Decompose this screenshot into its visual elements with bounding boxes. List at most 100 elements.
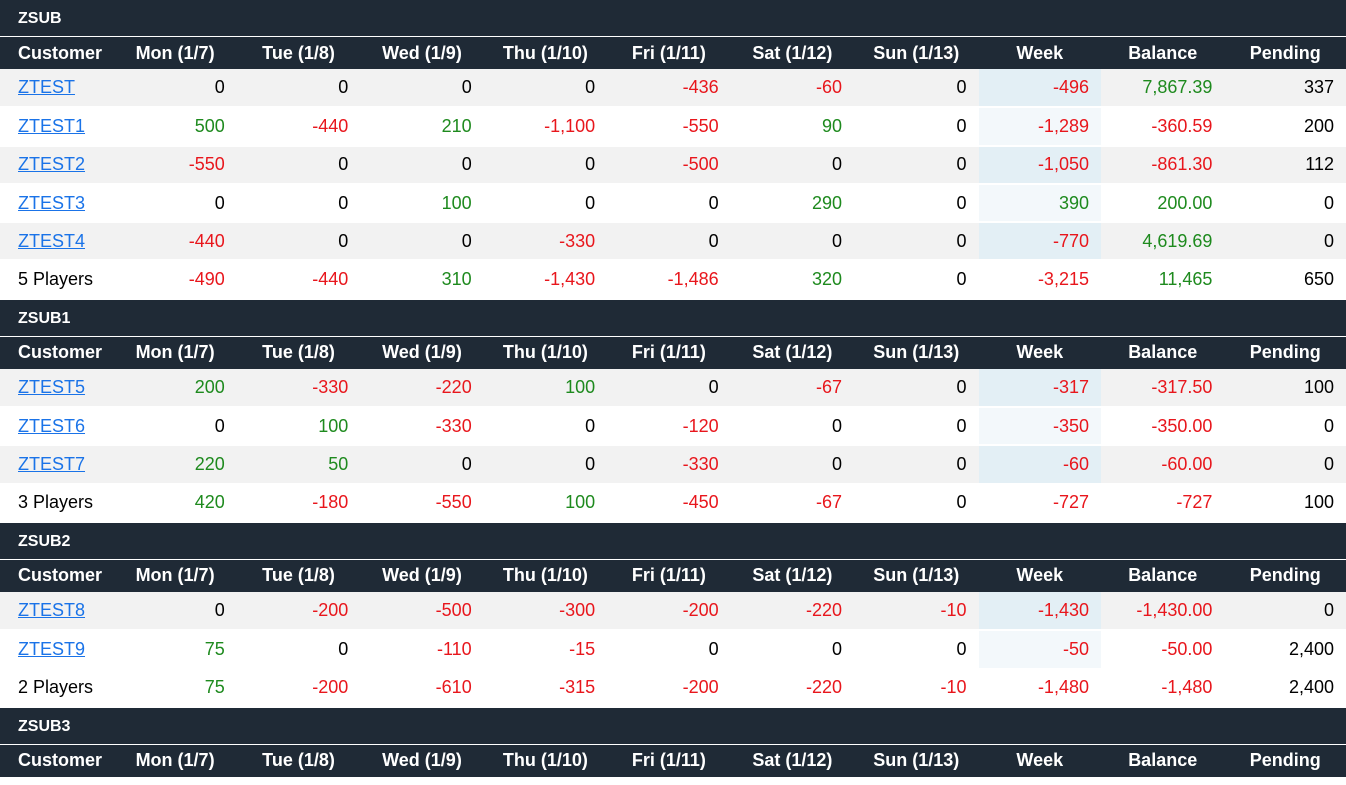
day-total: 420 bbox=[113, 483, 237, 523]
day-value: -330 bbox=[236, 368, 361, 409]
table-row: ZTEST 0 0 0 0 -436 -60 0 -496 7,867.39 337 bbox=[0, 69, 1346, 109]
day-value: 0 bbox=[854, 107, 979, 147]
column-header: Sun (1/13) bbox=[854, 744, 979, 777]
customer-link[interactable]: ZTEST5 bbox=[18, 376, 86, 397]
column-header: Customer bbox=[0, 559, 114, 592]
column-header: Sat (1/12) bbox=[730, 559, 855, 592]
day-value: 0 bbox=[360, 69, 484, 109]
day-value: -220 bbox=[360, 368, 484, 409]
column-header: Wed (1/9) bbox=[360, 37, 484, 69]
table-row: ZTEST6 0 100 -330 0 -120 0 0 -350 -350.00 0 bbox=[0, 407, 1346, 447]
day-total: -1,486 bbox=[607, 260, 731, 300]
week-value: -50 bbox=[978, 630, 1101, 670]
week-value: -1,289 bbox=[978, 107, 1101, 147]
customer-link[interactable]: ZTEST7 bbox=[18, 454, 86, 475]
pending-value: 2,400 bbox=[1224, 630, 1346, 670]
column-header: Tue (1/8) bbox=[236, 336, 361, 369]
column-header: Sun (1/13) bbox=[854, 336, 979, 369]
pending-value: 0 bbox=[1224, 591, 1346, 632]
day-total: 310 bbox=[360, 260, 484, 300]
day-value: 0 bbox=[854, 368, 979, 409]
pending-value: 112 bbox=[1224, 145, 1346, 185]
week-value: -770 bbox=[978, 222, 1101, 262]
week-value: -350 bbox=[978, 407, 1101, 447]
customer-link[interactable]: ZTEST bbox=[18, 77, 75, 98]
day-value: 0 bbox=[854, 69, 979, 109]
day-value: 0 bbox=[854, 222, 979, 262]
pending-value: 200 bbox=[1224, 107, 1346, 147]
agent-group: ZSUB2 Customer Mon (1/7) Tue (1/8) Wed (1/9)… bbox=[0, 522, 1346, 708]
column-header: Week bbox=[978, 559, 1101, 592]
day-value: -200 bbox=[607, 591, 731, 632]
pending-total: 650 bbox=[1224, 260, 1346, 300]
column-header: Balance bbox=[1100, 744, 1225, 777]
customer-cell: ZTEST8 bbox=[0, 591, 114, 632]
day-value: 0 bbox=[483, 407, 608, 447]
day-value: 0 bbox=[854, 445, 979, 485]
customer-link[interactable]: ZTEST3 bbox=[18, 192, 86, 213]
day-value: 0 bbox=[483, 145, 608, 185]
day-value: 290 bbox=[730, 183, 855, 224]
day-value: -330 bbox=[483, 222, 608, 262]
balance-total: -727 bbox=[1100, 483, 1225, 523]
day-value: 0 bbox=[236, 145, 361, 185]
day-value: 0 bbox=[360, 145, 484, 185]
customer-link[interactable]: ZTEST4 bbox=[18, 230, 86, 251]
day-value: 0 bbox=[607, 630, 731, 670]
day-value: 500 bbox=[113, 107, 237, 147]
day-total: -220 bbox=[730, 668, 855, 708]
day-value: 0 bbox=[483, 183, 608, 224]
column-header: Customer bbox=[0, 744, 114, 777]
day-value: 0 bbox=[483, 69, 608, 109]
total-row: 5 Players -490 -440 310 -1,430 -1,486 320 0 -3,2… bbox=[0, 260, 1346, 300]
players-count: 2 Players bbox=[0, 668, 114, 708]
customer-cell: ZTEST9 bbox=[0, 630, 114, 670]
day-value: 0 bbox=[113, 183, 237, 224]
column-header: Week bbox=[978, 336, 1101, 369]
table-row: ZTEST2 -550 0 0 0 -500 0 0 -1,050 -861.30 112 bbox=[0, 145, 1346, 185]
group-title: ZSUB3 bbox=[0, 707, 1346, 745]
day-value: 0 bbox=[236, 630, 361, 670]
balance-value: -360.59 bbox=[1100, 107, 1225, 147]
customer-cell: ZTEST bbox=[0, 69, 114, 109]
players-count: 3 Players bbox=[0, 483, 114, 523]
table-row: ZTEST3 0 0 100 0 0 290 0 390 200.00 0 bbox=[0, 183, 1346, 224]
day-total: -67 bbox=[730, 483, 855, 523]
agent-group: ZSUB3 Customer Mon (1/7) Tue (1/8) Wed (1/9)… bbox=[0, 707, 1346, 777]
column-header: Thu (1/10) bbox=[483, 559, 608, 592]
balance-total: 11,465 bbox=[1100, 260, 1225, 300]
day-value: 100 bbox=[360, 183, 484, 224]
table-row: ZTEST5 200 -330 -220 100 0 -67 0 -317 -317.50 100 bbox=[0, 368, 1346, 409]
day-value: -15 bbox=[483, 630, 608, 670]
group-title: ZSUB2 bbox=[0, 522, 1346, 560]
day-value: 90 bbox=[730, 107, 855, 147]
total-row: 3 Players 420 -180 -550 100 -450 -67 0 -727 -727 1… bbox=[0, 483, 1346, 523]
group-title: ZSUB1 bbox=[0, 299, 1346, 337]
customer-link[interactable]: ZTEST1 bbox=[18, 115, 86, 136]
column-header: Sun (1/13) bbox=[854, 37, 979, 69]
balance-value: 4,619.69 bbox=[1100, 222, 1225, 262]
day-value: -330 bbox=[607, 445, 731, 485]
customer-link[interactable]: ZTEST9 bbox=[18, 638, 86, 659]
customer-cell: ZTEST5 bbox=[0, 368, 114, 409]
customer-link[interactable]: ZTEST6 bbox=[18, 415, 86, 436]
day-value: 0 bbox=[730, 145, 855, 185]
day-value: 220 bbox=[113, 445, 237, 485]
customer-table: Customer Mon (1/7) Tue (1/8) Wed (1/9) Thu (… bbox=[0, 336, 1346, 523]
customer-link[interactable]: ZTEST2 bbox=[18, 154, 86, 175]
column-header: Sat (1/12) bbox=[730, 744, 855, 777]
column-header: Customer bbox=[0, 37, 114, 69]
column-header: Balance bbox=[1100, 336, 1225, 369]
day-value: -440 bbox=[236, 107, 361, 147]
balance-value: -350.00 bbox=[1100, 407, 1225, 447]
pending-total: 2,400 bbox=[1224, 668, 1346, 708]
header-row: Customer Mon (1/7) Tue (1/8) Wed (1/9) Thu (… bbox=[0, 37, 1346, 69]
column-header: Pending bbox=[1224, 559, 1346, 592]
week-value: -496 bbox=[978, 69, 1101, 109]
agent-group: ZSUB Customer Mon (1/7) Tue (1/8) Wed (1/9) T… bbox=[0, 0, 1346, 300]
customer-link[interactable]: ZTEST8 bbox=[18, 600, 86, 621]
day-value: 0 bbox=[360, 445, 484, 485]
day-value: -500 bbox=[360, 591, 484, 632]
day-total: -550 bbox=[360, 483, 484, 523]
pending-total: 100 bbox=[1224, 483, 1346, 523]
